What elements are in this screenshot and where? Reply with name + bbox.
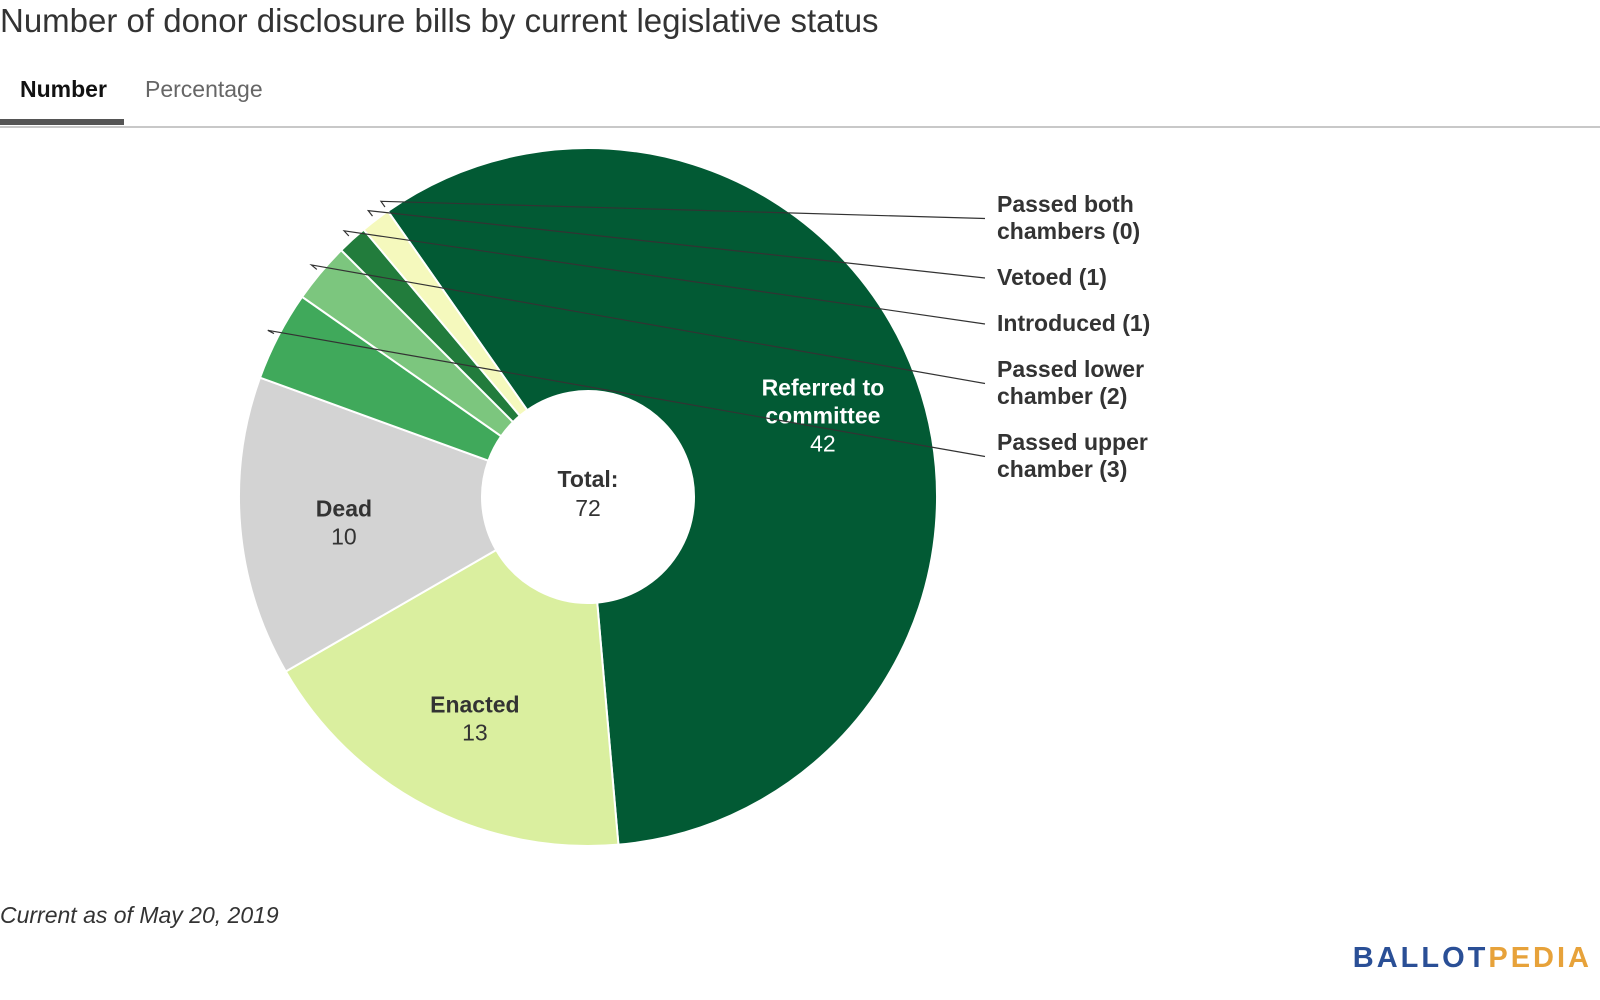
center-total-label: Total: (558, 466, 619, 492)
outside-label-line: Passed lower (997, 356, 1144, 382)
slice-label-dead: Dead 10 (316, 495, 372, 549)
tab-percentage[interactable]: Percentage (145, 76, 263, 102)
slice-vetoed[interactable] (362, 209, 529, 418)
leader-line-passed-lower-chamber (309, 263, 986, 385)
outside-label-line: chamber (3) (997, 456, 1127, 482)
outside-label-vetoed: Vetoed (1) (997, 264, 1107, 290)
slice-label-referred-to-committee: Referred to committee 42 (762, 374, 885, 456)
ballotpedia-logo[interactable]: BALLOTPEDIA (1353, 942, 1592, 975)
leader-line-vetoed (366, 209, 986, 279)
outside-label-line: Passed upper (997, 429, 1148, 455)
slice-referred-to-committee[interactable] (386, 147, 938, 846)
outside-label-line: Introduced (1) (997, 310, 1150, 336)
slice-dead[interactable] (238, 376, 498, 673)
logo-part-ballot: BALLOT (1352, 942, 1489, 974)
slice-label-line: Enacted (430, 691, 519, 717)
center-total-value: 72 (575, 495, 601, 521)
slice-label-line: committee (765, 402, 880, 428)
outside-label-line: chambers (0) (997, 218, 1140, 244)
outside-label-passed-upper-chamber: Passed upper chamber (3) (997, 429, 1148, 482)
logo-part-pedia: PEDIA (1488, 942, 1592, 974)
tab-number[interactable]: Number (20, 76, 107, 102)
tab-bar: Number Percentage (0, 70, 1600, 128)
slices (238, 147, 938, 847)
chart-title: Number of donor disclosure bills by curr… (0, 2, 879, 39)
outside-label-introduced: Introduced (1) (997, 310, 1150, 336)
outside-label-line: chamber (2) (997, 383, 1127, 409)
leader-line-introduced (342, 230, 986, 325)
outside-label-line: Passed both (997, 191, 1134, 217)
slice-value-enacted: 13 (462, 719, 488, 745)
leader-line-passed-upper-chamber (267, 329, 986, 458)
slice-label-line: Referred to (762, 374, 885, 400)
slice-value-referred-to-committee: 42 (810, 430, 836, 456)
leader-line-passed-both-chambers (379, 200, 986, 220)
slice-label-enacted: Enacted 13 (430, 691, 519, 745)
footnote-date: Current as of May 20, 2019 (0, 902, 279, 928)
slice-labels: Referred to committee 42 Enacted 13 Dead 10 Pas… (267, 191, 1150, 745)
outside-label-passed-lower-chamber: Passed lower chamber (2) (997, 356, 1144, 409)
outside-label-passed-both-chambers: Passed both chambers (0) (997, 191, 1140, 244)
outside-label-line: Vetoed (1) (997, 264, 1107, 290)
active-tab-indicator (0, 119, 124, 125)
slice-value-dead: 10 (331, 523, 357, 549)
slice-label-line: Dead (316, 495, 372, 521)
